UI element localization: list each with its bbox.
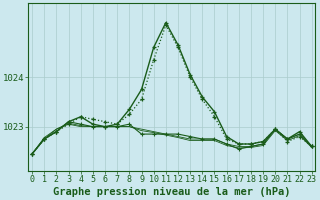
X-axis label: Graphe pression niveau de la mer (hPa): Graphe pression niveau de la mer (hPa) [53, 187, 291, 197]
